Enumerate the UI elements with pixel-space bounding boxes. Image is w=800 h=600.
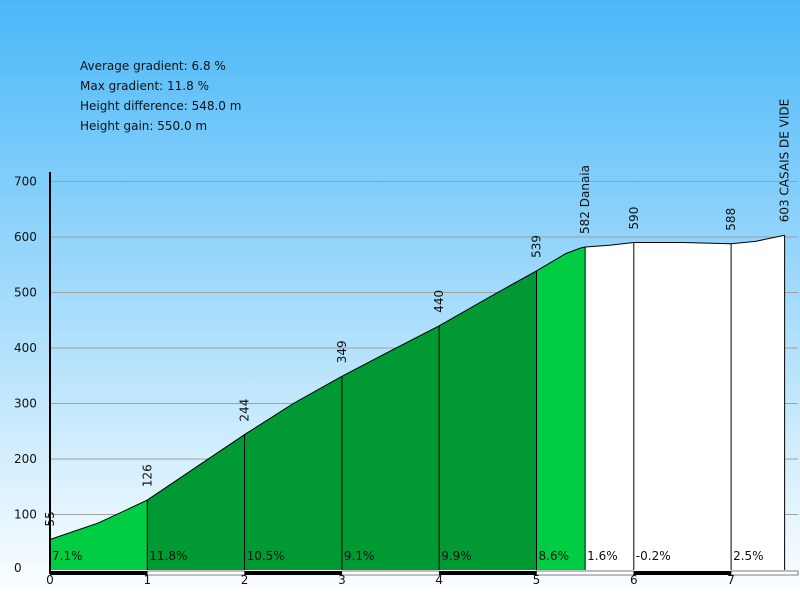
- y-tick-label: 500: [14, 286, 37, 300]
- gradient-label: 11.8%: [149, 549, 187, 563]
- gradient-label: 8.6%: [539, 549, 570, 563]
- km-band-dark: [439, 571, 537, 575]
- elevation-label: 582 Danaia: [578, 165, 592, 234]
- y-tick-label: 400: [14, 341, 37, 355]
- segment-fill-6: [585, 235, 634, 570]
- km-band-light: [730, 570, 799, 576]
- km-band-light: [341, 570, 440, 576]
- y-tick-label: 300: [14, 397, 37, 411]
- km-band-dark: [633, 571, 732, 575]
- gradient-label: -0.2%: [636, 549, 671, 563]
- stats-panel: Average gradient: 6.8 % Max gradient: 11…: [80, 59, 241, 133]
- elevation-label: 603 CASAIS DE VIDE: [778, 99, 792, 223]
- elevation-label: 539: [529, 235, 543, 258]
- elevation-label: 55: [43, 511, 57, 526]
- segment-fill-8: [731, 235, 785, 570]
- segment-dividers: [49, 235, 786, 570]
- x-tick-label: 3: [338, 573, 346, 587]
- x-tick-label: 6: [630, 573, 638, 587]
- segment-fill-7: [633, 235, 732, 570]
- y-tick-label: 100: [14, 508, 37, 522]
- km-band-light: [147, 570, 245, 576]
- x-tick-label: 4: [435, 573, 443, 587]
- y-tick-labels: 0 100 200 300 400 500 600 700: [14, 175, 37, 576]
- stat-height-difference: Height difference: 548.0 m: [80, 99, 241, 113]
- x-tick-label: 2: [241, 573, 249, 587]
- axes: [49, 172, 799, 576]
- y-tick-label: 0: [14, 561, 22, 575]
- elevation-label: 440: [432, 290, 446, 313]
- gradient-label: 1.6%: [587, 549, 618, 563]
- elevation-label: 126: [140, 464, 154, 487]
- gradient-label: 9.1%: [344, 549, 375, 563]
- y-tick-label: 200: [14, 452, 37, 466]
- gradient-label: 10.5%: [247, 549, 285, 563]
- profile-outline: [49, 234, 785, 540]
- stat-max-gradient: Max gradient: 11.8 %: [80, 79, 209, 93]
- y-tick-label: 600: [14, 230, 37, 244]
- elevation-label: 244: [238, 399, 252, 422]
- gradient-label: 2.5%: [733, 549, 764, 563]
- elevation-labels: 55 126 244 349 440 539 582 Danaia 590 588 603 CAS…: [43, 99, 792, 527]
- elevation-label: 590: [627, 207, 641, 230]
- gradient-label: 7.1%: [52, 549, 83, 563]
- km-band-light: [536, 570, 635, 576]
- x-tick-label: 1: [143, 573, 151, 587]
- y-tick-label: 700: [14, 175, 37, 189]
- x-tick-label: 5: [533, 573, 541, 587]
- x-tick-label: 7: [727, 573, 735, 587]
- km-band-dark: [50, 571, 148, 575]
- km-band-dark: [244, 571, 342, 575]
- elevation-label: 588: [724, 208, 738, 231]
- segment-fill-5: [536, 235, 586, 570]
- x-tick-label: 0: [46, 573, 54, 587]
- stat-average-gradient: Average gradient: 6.8 %: [80, 59, 226, 73]
- stat-height-gain: Height gain: 550.0 m: [80, 119, 207, 133]
- x-tick-labels: 0 1 2 3 4 5 6 7: [46, 573, 735, 587]
- elevation-label: 349: [335, 340, 349, 363]
- gradient-labels: 7.1% 11.8% 10.5% 9.1% 9.9% 8.6% 1.6% -0.2% 2.5%: [52, 549, 764, 563]
- gradient-label: 9.9%: [441, 549, 472, 563]
